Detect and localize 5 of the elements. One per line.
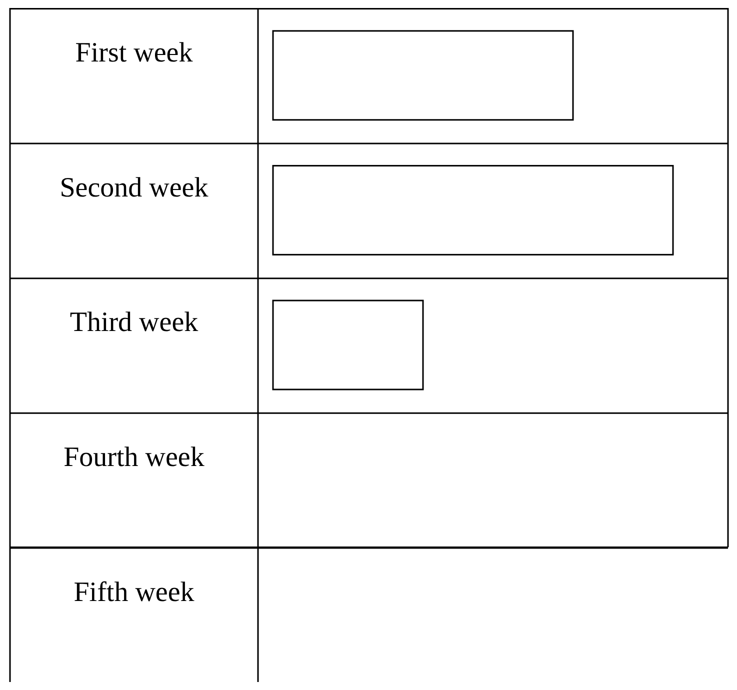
- y-tick-label: Second week: [60, 172, 208, 204]
- y-tick-label: Fifth week: [74, 576, 194, 608]
- y-tick-label: Fourth week: [64, 442, 204, 473]
- y-tick-label: First week: [75, 38, 193, 69]
- y-tick-label: Third week: [70, 307, 198, 338]
